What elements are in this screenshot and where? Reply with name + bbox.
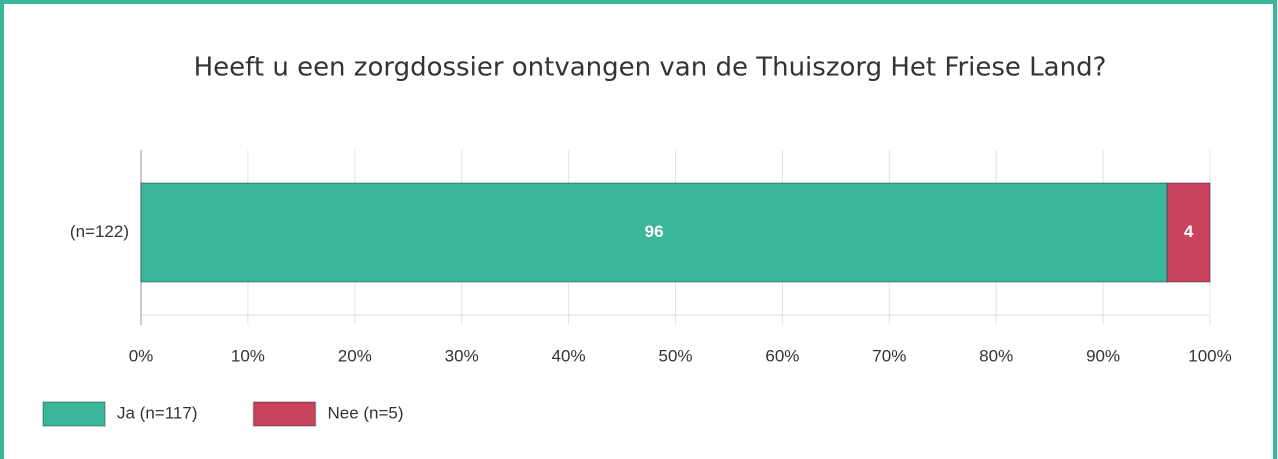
- legend-swatch: [252, 401, 317, 427]
- data-label: 4: [1184, 222, 1194, 241]
- x-tick-label: 10%: [231, 346, 265, 365]
- chart-title: Heeft u een zorgdossier ontvangen van de…: [194, 53, 1107, 83]
- bar-segment: [1166, 182, 1211, 283]
- x-tick-label: 60%: [765, 346, 799, 365]
- data-label: 96: [645, 222, 664, 241]
- x-tick-label: 0%: [129, 346, 154, 365]
- x-tick-label: 90%: [1086, 346, 1120, 365]
- x-tick-label: 30%: [445, 346, 479, 365]
- legend-label: Ja (n=117): [117, 403, 197, 422]
- legend-swatch: [42, 401, 106, 427]
- legend-label: Nee (n=5): [327, 403, 403, 422]
- x-tick-label: 40%: [552, 346, 586, 365]
- bar-segment: [140, 182, 1168, 283]
- x-tick-label: 80%: [979, 346, 1013, 365]
- x-tick-label: 50%: [658, 346, 692, 365]
- x-tick-label: 20%: [338, 346, 372, 365]
- x-tick-label: 100%: [1188, 346, 1231, 365]
- y-tick-label: (n=122): [70, 222, 129, 241]
- x-tick-label: 70%: [872, 346, 906, 365]
